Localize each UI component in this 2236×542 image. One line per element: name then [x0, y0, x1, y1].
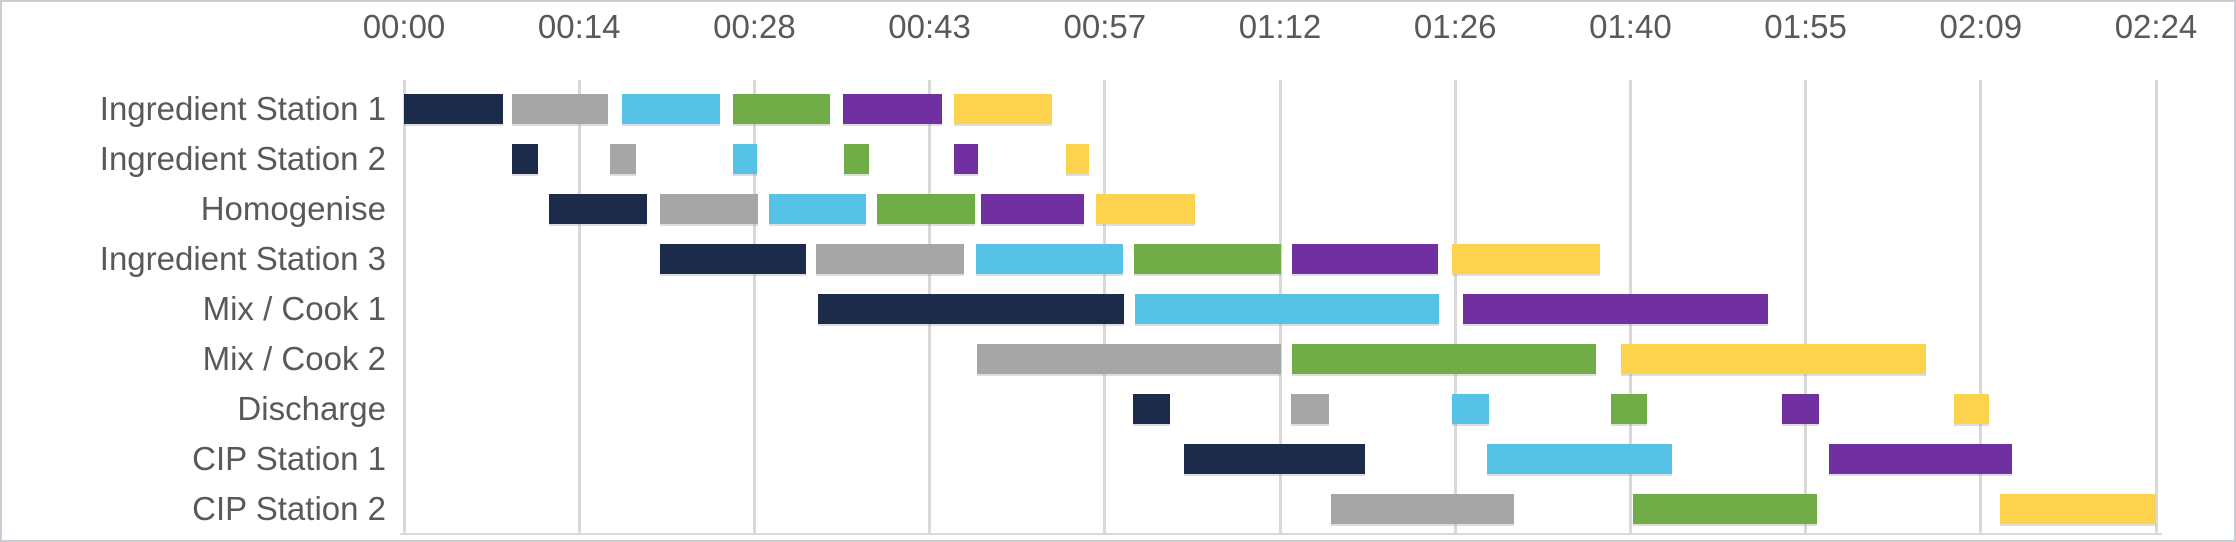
gantt-bar-purple [1462, 294, 1768, 324]
gantt-bar-purple [1292, 244, 1439, 274]
time-axis-label: 01:55 [1764, 8, 1847, 45]
gantt-bar-purple [980, 194, 1085, 224]
row-label: CIP Station 1 [192, 440, 386, 477]
row-label: Discharge [237, 390, 386, 427]
time-axis-label: 00:43 [888, 8, 971, 45]
row-label: Homogenise [200, 190, 386, 227]
time-axis-label: 00:57 [1063, 8, 1147, 45]
gantt-bar-navy [404, 94, 503, 124]
gantt-bar-navy [817, 294, 1125, 324]
gantt-bar-yellow [1451, 244, 1600, 274]
gantt-bar-green [732, 94, 830, 124]
gantt-bar-grey [1290, 394, 1329, 424]
gantt-bar-navy [512, 144, 538, 174]
gantt-bar-purple [1782, 394, 1819, 424]
gantt-bar-yellow [953, 94, 1053, 124]
row-label: CIP Station 2 [192, 490, 386, 527]
time-axis-label: 00:28 [713, 8, 796, 45]
row-label: Ingredient Station 1 [99, 90, 386, 127]
gridline [2154, 80, 2158, 533]
gantt-bar-blue [1486, 444, 1672, 474]
gantt-bar-yellow [1096, 194, 1195, 224]
gantt-bar-navy [548, 194, 648, 224]
gantt-bar-blue [621, 94, 721, 124]
gantt-bar-yellow [1065, 144, 1089, 174]
gantt-bar-green [844, 144, 869, 174]
gantt-bar-blue [1135, 294, 1440, 324]
gantt-bar-blue [769, 194, 867, 224]
row-label: Ingredient Station 2 [99, 140, 386, 177]
gantt-bar-grey [816, 244, 964, 274]
gridline [1453, 80, 1457, 533]
time-axis-label: 02:09 [1939, 8, 2023, 45]
gridline [577, 80, 581, 533]
gantt-bar-blue [1451, 394, 1490, 424]
row-label: Mix / Cook 1 [202, 290, 386, 327]
gantt-bar-navy [659, 244, 806, 274]
gantt-bar-green [1632, 494, 1817, 524]
time-axis-label: 00:14 [537, 8, 621, 45]
gantt-bar-yellow [2000, 494, 2156, 524]
gantt-bar-grey [609, 144, 637, 174]
gantt-bar-grey [977, 344, 1282, 374]
time-axis-label: 00:00 [362, 8, 446, 45]
gantt-bar-green [877, 194, 975, 224]
gantt-bar-grey [659, 194, 759, 224]
gantt-bar-navy [1183, 444, 1366, 474]
row-label: Ingredient Station 3 [99, 240, 386, 277]
gantt-bar-green [1134, 244, 1282, 274]
gridline [1804, 80, 1808, 533]
time-axis-label: 01:40 [1589, 8, 1672, 45]
gantt-bar-purple [1828, 444, 2013, 474]
gantt-bar-blue [975, 244, 1124, 274]
gridline [1979, 80, 1983, 533]
gantt-bar-navy [1132, 394, 1171, 424]
x-axis-line [400, 533, 2162, 535]
gantt-bar-blue [732, 144, 757, 174]
row-label: Mix / Cook 2 [202, 340, 386, 377]
gantt-bar-yellow [1620, 344, 1927, 374]
gantt-bar-grey [1331, 494, 1514, 524]
gantt-bar-purple [843, 94, 942, 124]
time-axis-label: 01:12 [1238, 8, 1322, 45]
gridline [402, 80, 406, 533]
time-axis-label: 01:26 [1413, 8, 1497, 45]
gantt-bar-green [1292, 344, 1597, 374]
gantt-bar-yellow [1954, 394, 1990, 424]
gantt-bar-purple [953, 144, 979, 174]
time-axis-label: 02:24 [2114, 8, 2198, 45]
gridline [752, 80, 756, 533]
gantt-bar-grey [512, 94, 609, 124]
gantt-bar-green [1610, 394, 1648, 424]
